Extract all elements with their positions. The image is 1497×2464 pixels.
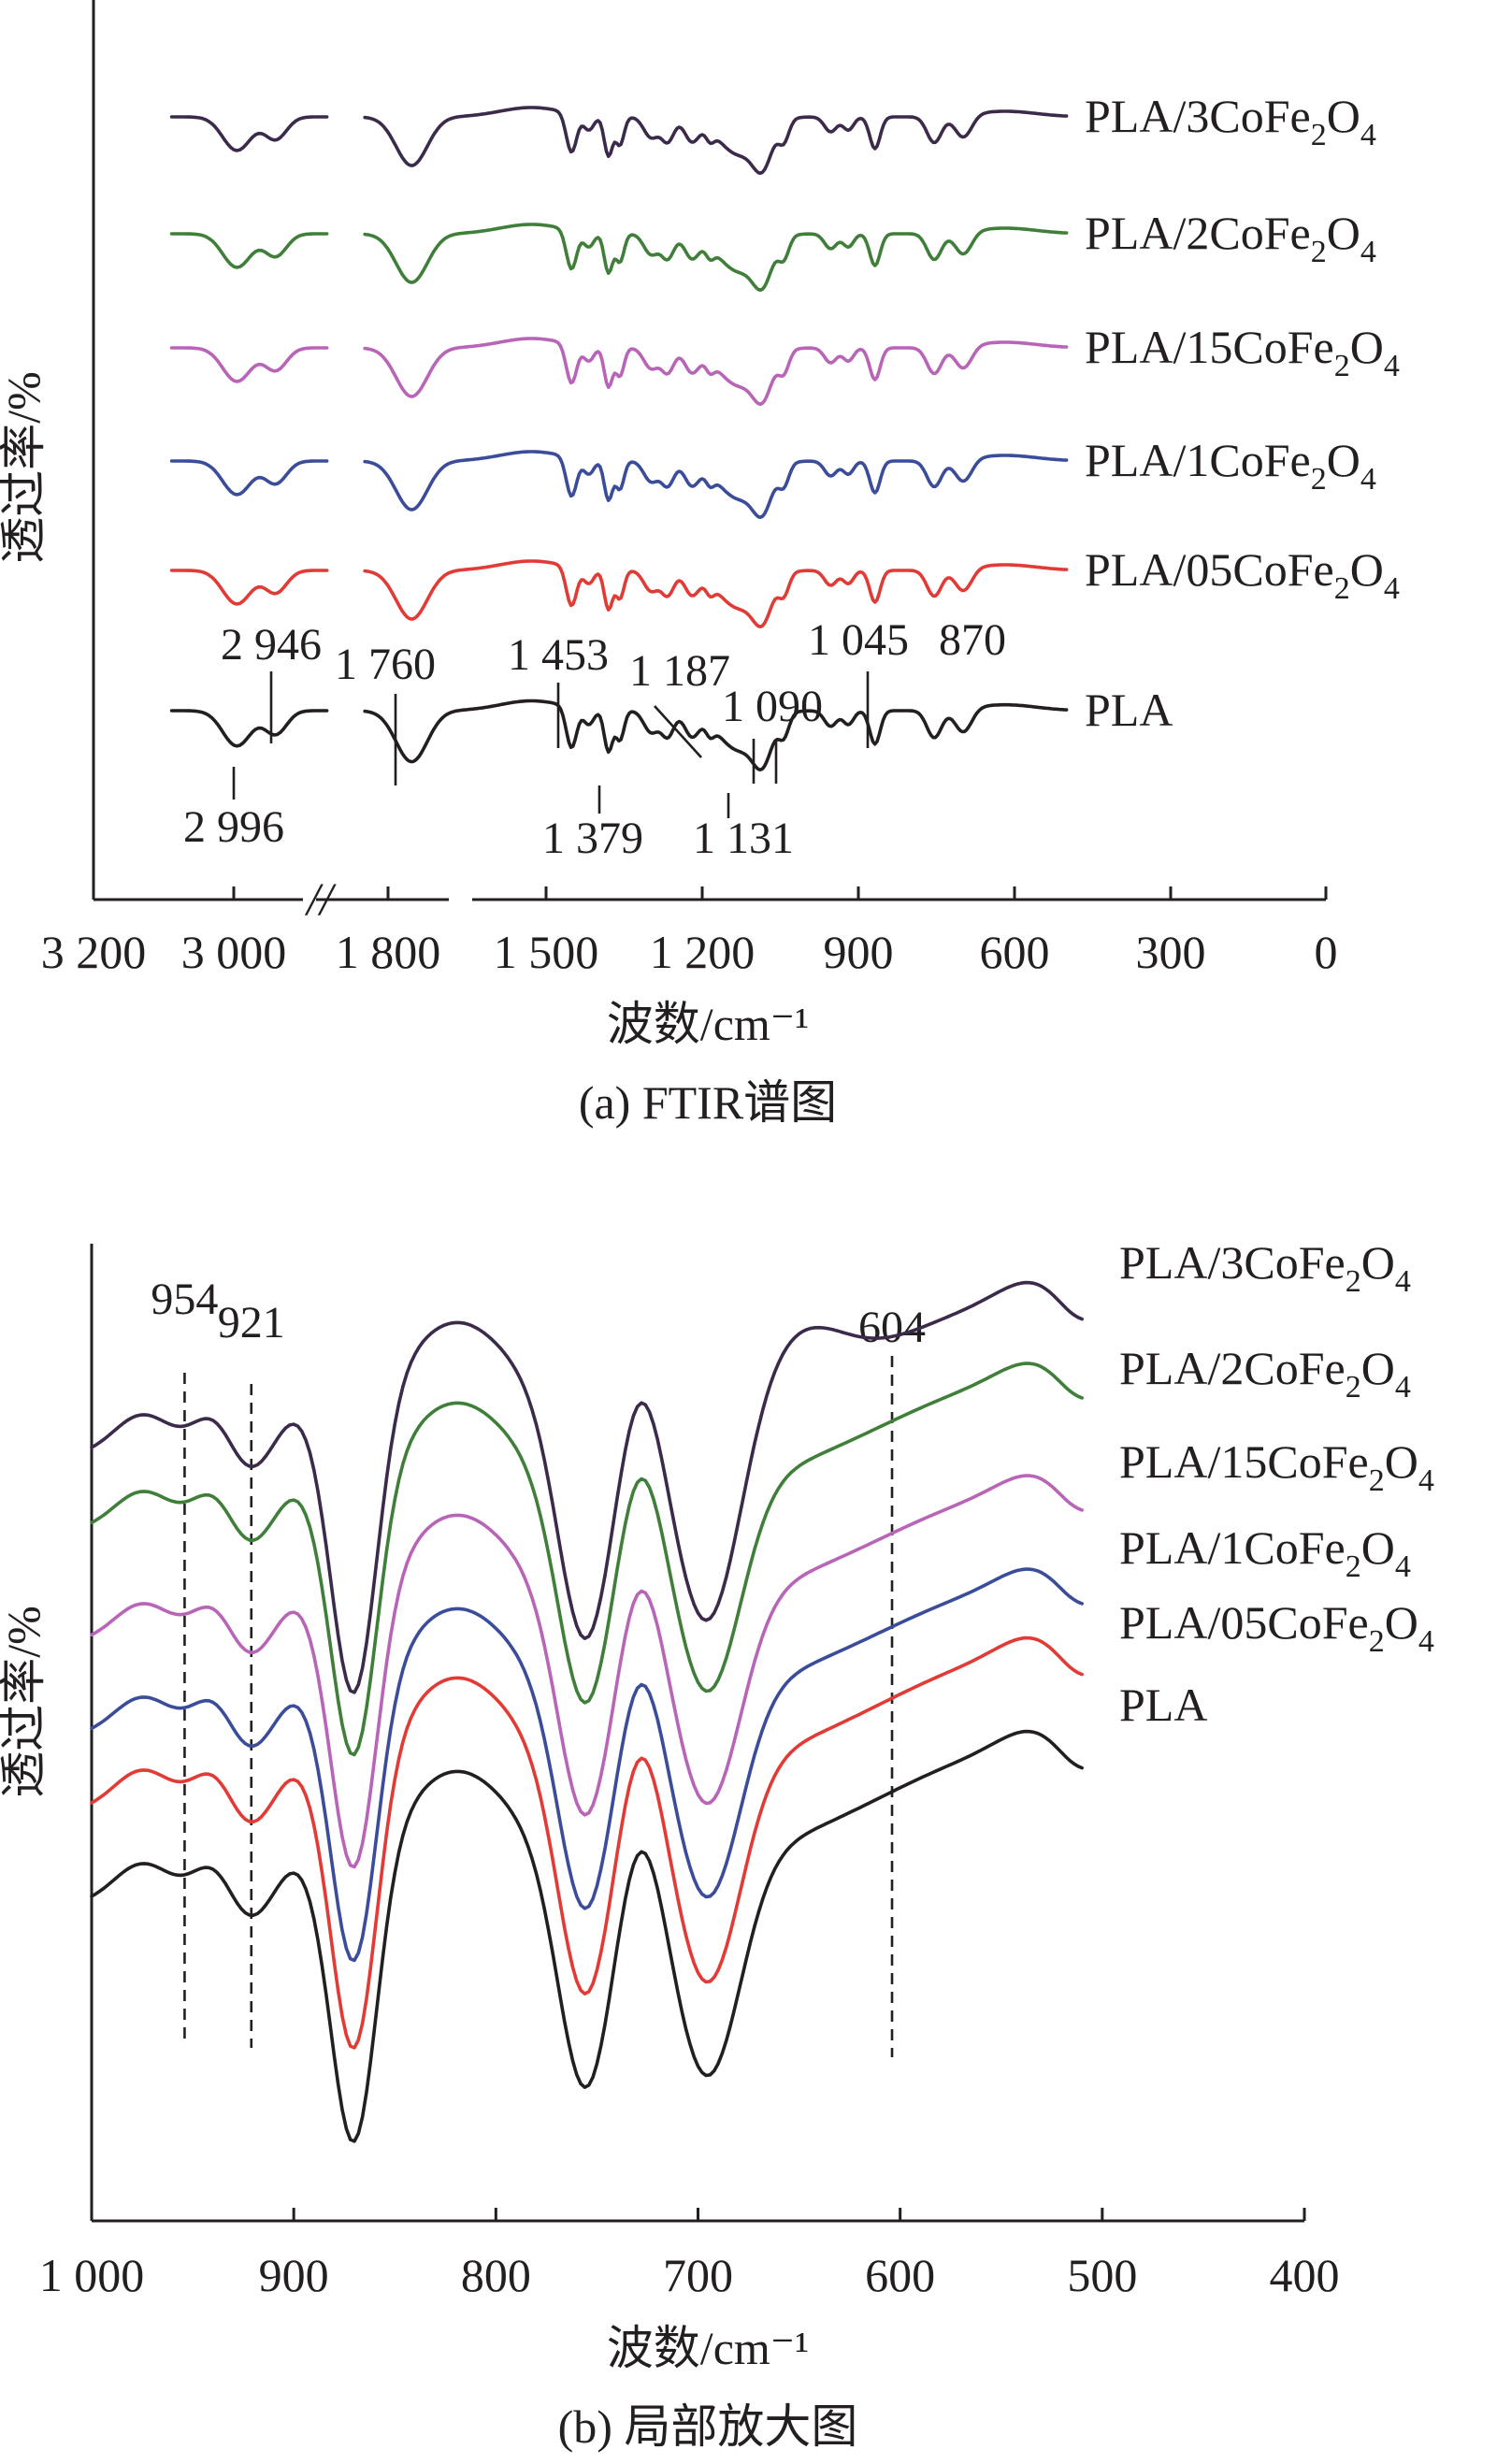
panel-a-caption: (a) FTIR谱图	[579, 1076, 837, 1129]
panel-b-series-line	[90, 1729, 1084, 2143]
panel-a-series-line-left	[169, 709, 329, 748]
panel-a-x-tick-label: 1 800	[336, 926, 441, 978]
panel-a-ftir-spectrum: // 3 200 3 000 1 800 1 500 1 200 900 600 300 0 2 …	[0, 0, 1400, 1129]
panel-a-legend-label: PLA/05CoFe2O4	[1085, 543, 1400, 606]
panel-a-series-line-left	[169, 459, 329, 497]
panel-b-series-line	[90, 1567, 1084, 1963]
panel-a-series-line-left	[169, 115, 329, 152]
panel-a-legend-label: PLA/15CoFe2O4	[1085, 321, 1400, 383]
panel-b-legend-label: PLA/1CoFe2O4	[1119, 1521, 1411, 1584]
panel-b-legend-label: PLA/2CoFe2O4	[1119, 1342, 1411, 1405]
panel-a-peak-label: 1 379	[542, 814, 643, 863]
panel-a-series-line-left	[169, 232, 329, 269]
panel-a-axis-break-mark: //	[304, 872, 337, 925]
panel-a-peak-label: 1 131	[693, 814, 794, 863]
panel-a-peak-label: 1 187	[629, 646, 730, 696]
panel-b-y-axis-title: 透过率/%	[0, 1606, 50, 1798]
panel-b-legend-label: PLA/15CoFe2O4	[1119, 1435, 1434, 1498]
panel-b-series-line	[90, 1635, 1084, 2050]
panel-b-legend-label: PLA	[1119, 1679, 1207, 1731]
panel-a-x-axis-title: 波数/cm⁻¹	[607, 998, 809, 1050]
panel-b-legend-label: PLA/05CoFe2O4	[1119, 1596, 1434, 1659]
panel-a-peak-label: 1 453	[508, 630, 609, 680]
panel-a-series-line-right	[363, 223, 1069, 292]
panel-a-series-line-right	[363, 699, 1069, 771]
panel-a-series-line-right	[363, 559, 1069, 628]
panel-b-x-tick-label: 600	[865, 2249, 935, 2301]
panel-b-reference-label: 921	[218, 1298, 285, 1347]
panel-b-series-line	[90, 1362, 1084, 1757]
panel-a-x-tick-label: 1 200	[650, 926, 756, 978]
panel-b-series-line	[90, 1474, 1084, 1869]
panel-a-legend-label: PLA/2CoFe2O4	[1085, 207, 1376, 269]
panel-a-series-line-right	[363, 337, 1069, 406]
panel-a-legend-label: PLA/1CoFe2O4	[1085, 434, 1376, 497]
panel-b-legend: PLA/3CoFe2O4 PLA/2CoFe2O4 PLA/15CoFe2O4 PLA…	[1119, 1236, 1434, 1731]
panel-a-series-line-right	[363, 106, 1069, 175]
panel-b-reference-lines: 954 921 604	[151, 1275, 926, 2057]
panel-a-peak-label: 2 946	[221, 620, 322, 670]
panel-a-legend: PLA/3CoFe2O4 PLA/2CoFe2O4 PLA/15CoFe2O4 PLA…	[1085, 90, 1400, 736]
panel-a-peak-annotations: 2 946 2 996 1 760 1 453 1 379 1 187 1 131 1 090…	[183, 615, 1006, 863]
panel-b-legend-label: PLA/3CoFe2O4	[1119, 1236, 1411, 1299]
panel-b-x-axis-title: 波数/cm⁻¹	[607, 2322, 809, 2374]
panel-a-peak-label: 2 996	[183, 802, 284, 852]
panel-a-series-line-left	[169, 346, 329, 383]
panel-b-reference-label: 604	[858, 1303, 926, 1352]
panel-a-peak-label: 1 045	[808, 615, 909, 665]
panel-a-peak-label: 870	[939, 615, 1006, 665]
panel-b-x-tick-label: 900	[259, 2249, 329, 2301]
panel-b-axes: 1 000 900 800 700 600 500 400	[39, 1244, 1340, 2301]
panel-a-x-tick-label: 900	[824, 926, 894, 978]
panel-b-x-tick-label: 1 000	[39, 2249, 145, 2301]
panel-a-legend-label: PLA/3CoFe2O4	[1085, 90, 1376, 152]
panel-a-peak-label: 1 090	[722, 682, 823, 731]
panel-a-peak-leader	[654, 705, 702, 758]
panel-b-x-tick-label: 400	[1270, 2249, 1340, 2301]
panel-b-reference-label: 954	[151, 1275, 218, 1324]
panel-b-x-tick-label: 700	[663, 2249, 733, 2301]
panel-a-peak-label: 1 760	[335, 640, 436, 689]
panel-b-x-tick-label: 500	[1067, 2249, 1137, 2301]
panel-a-series-line-left	[169, 569, 329, 606]
panel-b-x-tick-label: 800	[461, 2249, 531, 2301]
panel-a-y-axis-title: 透过率/%	[0, 371, 50, 564]
panel-b-caption: (b) 局部放大图	[558, 2400, 858, 2453]
panel-a-x-tick-label: 600	[980, 926, 1050, 978]
panel-b-local-zoom: 1 000 900 800 700 600 500 400 954 921 604 PLA/3C…	[0, 1236, 1434, 2453]
panel-a-x-tick-label: 0	[1315, 926, 1338, 978]
panel-b-spectra	[90, 1280, 1084, 2143]
panel-a-legend-label: PLA	[1085, 684, 1173, 736]
panel-a-x-tick-label: 1 500	[494, 926, 599, 978]
panel-a-spectra	[169, 106, 1069, 771]
panel-a-x-tick-label: 3 200	[41, 926, 147, 978]
panel-b-series-line	[90, 1280, 1084, 1694]
panel-a-series-line-right	[363, 450, 1069, 519]
panel-a-axes: // 3 200 3 000 1 800 1 500 1 200 900 600 300 0	[41, 0, 1338, 978]
panel-a-x-tick-label: 3 000	[181, 926, 287, 978]
panel-a-x-tick-label: 300	[1136, 926, 1206, 978]
